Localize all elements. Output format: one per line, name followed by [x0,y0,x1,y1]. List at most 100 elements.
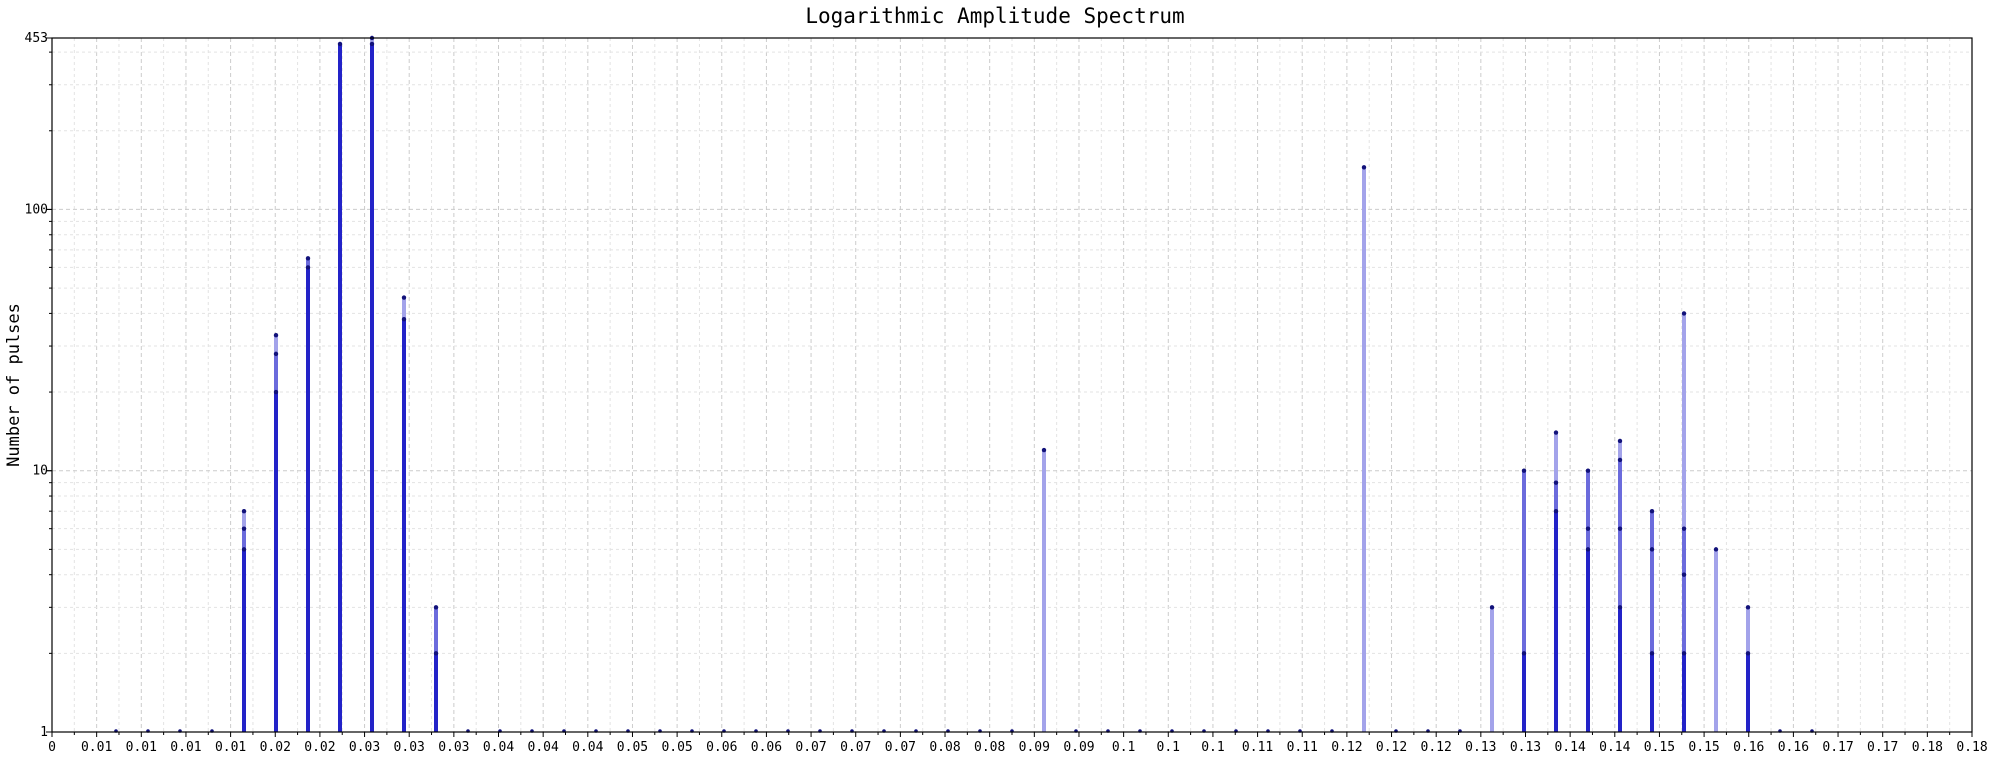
x-tick-label: 0.14 [1554,740,1585,755]
x-tick-label: 0.04 [572,740,603,755]
bar-point [1649,508,1655,514]
bar [1681,311,1687,732]
bar-point [1745,651,1751,656]
y-axis-label: Number of pulses [4,303,24,467]
x-tick-label: 0 [48,740,56,755]
bar-segment [1042,450,1046,732]
x-tick-label: 0.14 [1599,740,1630,755]
y-ticks: 1 10 100 453 [25,31,52,740]
bar [1713,547,1719,732]
bar-point [1745,605,1751,610]
bar-point [401,295,407,300]
bar-point [273,389,279,395]
bar-point [241,547,247,552]
x-tick-label: 0.05 [617,740,648,755]
bar-point [1617,526,1623,531]
x-tick-label: 0.15 [1644,740,1675,755]
bar [1649,508,1655,732]
x-tick-label: 0.05 [661,740,692,755]
bar-point [1681,526,1687,531]
bar-point [1681,311,1687,316]
bar-point [305,265,311,270]
bar-segment [1746,653,1750,732]
bar-point [401,317,407,322]
bar-segment [370,38,374,44]
bar [1553,430,1559,732]
x-tick-label: 0.03 [438,740,469,755]
bar-segment [274,335,278,354]
bar-segment [274,392,278,732]
bar [401,295,407,732]
bar [433,605,439,732]
x-tick-label: 0.12 [1421,740,1452,755]
x-tick-label: 0.1 [1157,740,1180,755]
x-ticks: 0 0.01 0.01 0.01 0.01 0.02 0.02 0.03 0.03 0.03 0.0… [48,732,1988,755]
x-tick-label: 0.06 [706,740,737,755]
bar-segment [1490,607,1494,732]
x-tick-label: 0.1 [1201,740,1224,755]
bar-segment [338,43,342,732]
x-tick-label: 0.11 [1287,740,1318,755]
x-tick-label: 0.16 [1733,740,1764,755]
x-tick-label: 0.02 [304,740,335,755]
x-tick-label: 0.09 [1063,740,1094,755]
bar-segment [1554,482,1558,512]
bar [241,508,247,732]
bar [305,256,311,732]
bar [1745,605,1751,732]
bar-point [1041,447,1047,453]
bar-segment [434,653,438,732]
bar-point [1617,438,1623,444]
bar-point [1521,468,1527,473]
x-tick-label: 0.03 [394,740,425,755]
bar-point [1553,480,1559,485]
bar-point [1585,468,1591,473]
bar-segment [242,549,246,732]
bar-segment [1586,549,1590,732]
bar-point [241,526,247,531]
bar-point [1553,508,1559,514]
bar [1521,468,1527,732]
bar [369,35,375,732]
bar-segment [1586,528,1590,550]
bar-segment [1618,440,1622,460]
x-tick-label: 0.18 [1912,740,1943,755]
bar [337,41,343,732]
x-tick-label: 0.13 [1465,740,1496,755]
bar-point [273,351,279,357]
bar [1617,438,1623,732]
x-tick-label: 0.04 [528,740,559,755]
y-tick-label: 453 [25,31,48,46]
bar-segment [242,528,246,550]
bar-point [1489,605,1495,610]
x-tick-label: 0.04 [483,740,514,755]
bar-segment [370,43,374,732]
bar-segment [1554,432,1558,483]
bar-point [1617,605,1623,610]
bars [241,35,1751,732]
bar-segment [274,353,278,393]
bar-segment [1682,574,1686,654]
bar-segment [402,297,406,320]
y-tick-label: 100 [25,202,48,217]
bar-point [1585,526,1591,531]
x-tick-label: 0.17 [1822,740,1853,755]
bar-point [273,333,279,338]
x-tick-label: 0.01 [215,740,246,755]
bar-point [241,508,247,514]
bar-segment [306,258,310,268]
x-tick-label: 0.1 [1112,740,1135,755]
y-tick-label: 1 [40,725,48,740]
bar-segment [1618,607,1622,732]
x-tick-label: 0.07 [840,740,871,755]
x-tick-label: 0.12 [1331,740,1362,755]
x-tick-label: 0.06 [751,740,782,755]
x-tick-label: 0.02 [260,740,291,755]
bar-point [1521,651,1527,656]
bar-segment [1618,528,1622,608]
bar-segment [1522,653,1526,732]
y-tick-label: 10 [32,464,48,479]
bar-point [1681,572,1687,577]
x-tick-label: 0.17 [1867,740,1898,755]
